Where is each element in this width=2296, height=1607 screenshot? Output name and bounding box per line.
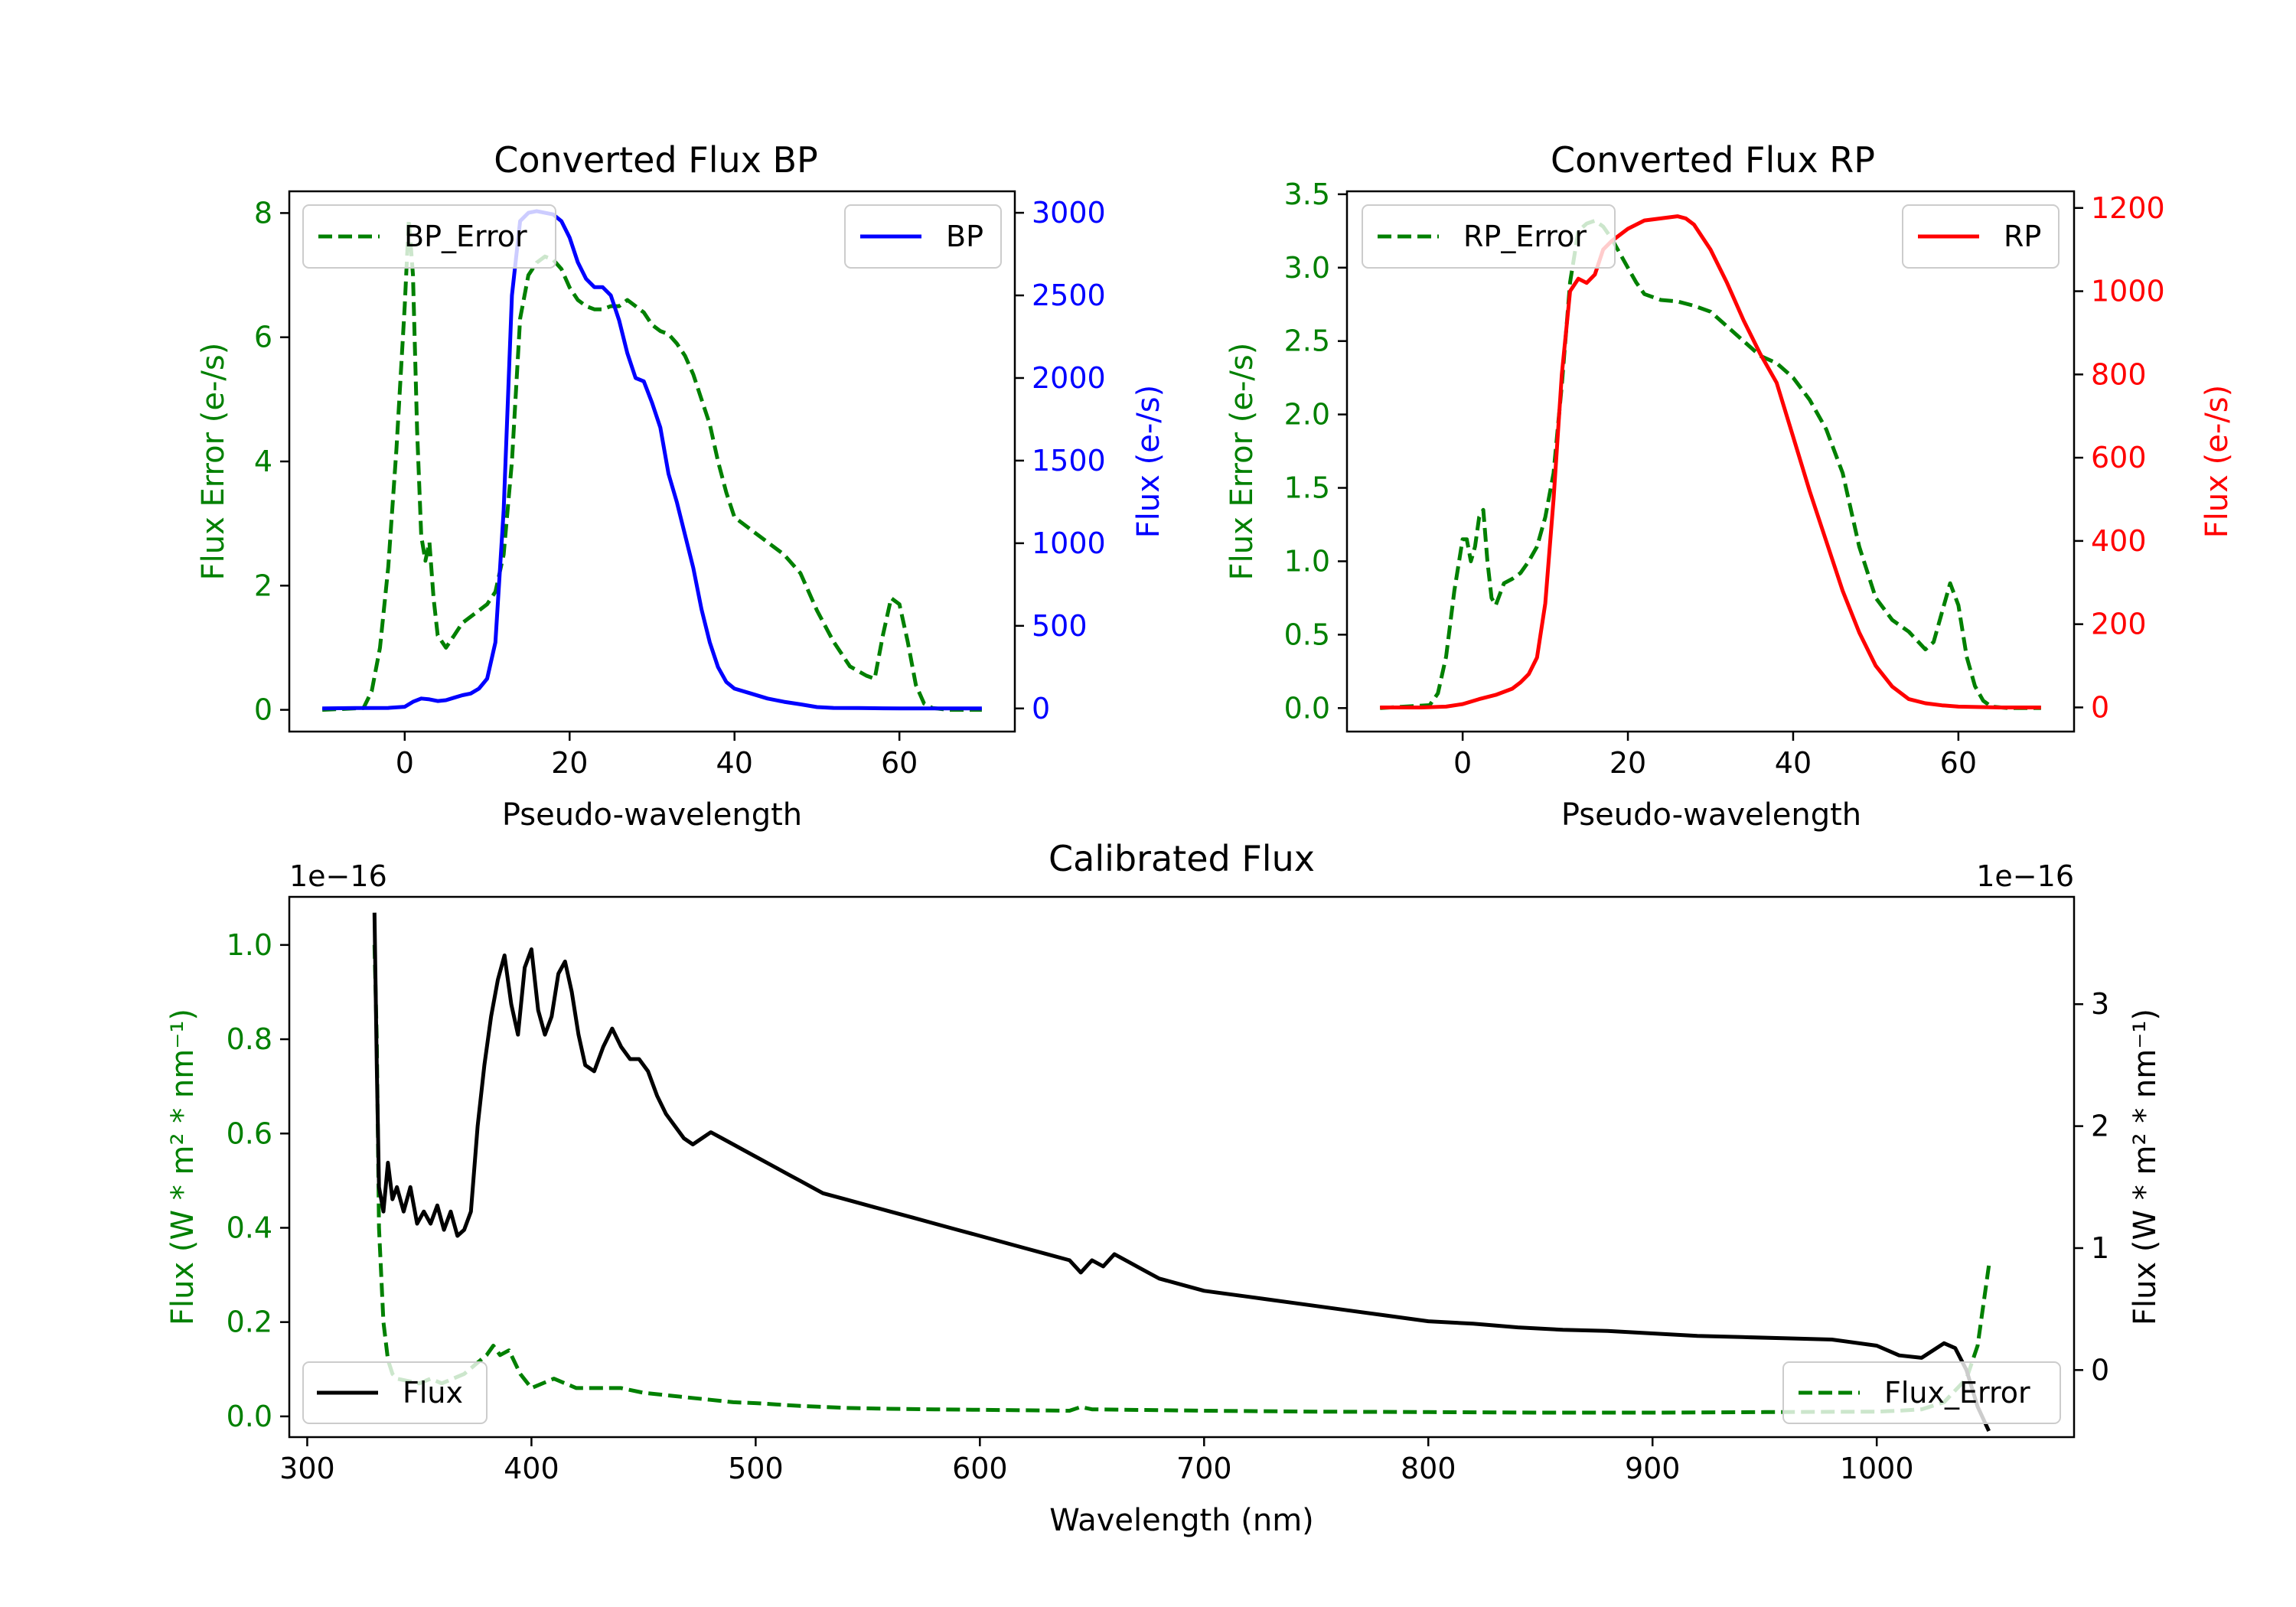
calibrated-ytick-left-label: 0.2 xyxy=(227,1305,272,1339)
rp-ylabel-left: Flux Error (e-/s) xyxy=(1225,343,1260,581)
calibrated-ylabel-left: Flux (W * m² * nm⁻¹) xyxy=(165,1009,201,1325)
calibrated-ytick-right-label: 0 xyxy=(2091,1353,2109,1387)
calibrated-ytick-left-label: 0.6 xyxy=(227,1116,272,1150)
bp-ylabel-left: Flux Error (e-/s) xyxy=(196,343,231,581)
calibrated-xtick-label: 500 xyxy=(728,1452,784,1485)
bp-ylabel-right: Flux (e-/s) xyxy=(1131,385,1166,538)
rp-ytick-left-label: 0.5 xyxy=(1284,618,1330,651)
rp-ytick-left-label: 1.0 xyxy=(1284,544,1330,578)
calibrated-xtick-label: 1000 xyxy=(1840,1452,1914,1485)
calibrated-xtick-label: 800 xyxy=(1401,1452,1456,1485)
bp-legend-right: BP xyxy=(844,204,1002,269)
bp-ytick-right-label: 0 xyxy=(1032,692,1050,725)
rp-panel: Converted Flux RP 0 20 40 60 0.0 0.5 1.0 1.5 2.0… xyxy=(1225,139,2235,833)
bp-title: Converted Flux BP xyxy=(494,139,818,181)
rp-title: Converted Flux RP xyxy=(1551,139,1875,181)
rp-legend-right: RP xyxy=(1902,204,2060,269)
bp-legend-left-label: BP_Error xyxy=(404,220,527,253)
rp-ytick-left-label: 2.0 xyxy=(1284,398,1330,432)
bp-xtick-label: 0 xyxy=(396,746,414,780)
bp-axes-frame xyxy=(288,190,1016,733)
calibrated-flux-line xyxy=(372,912,1991,1433)
calibrated-xtick-label: 700 xyxy=(1176,1452,1232,1485)
rp-ylabel-right: Flux (e-/s) xyxy=(2200,385,2235,538)
rp-flux-line xyxy=(1380,214,2041,709)
bp-ytick-left-label: 8 xyxy=(254,196,272,230)
bp-panel: Converted Flux BP 0 20 40 60 0 2 4 6 8 0 500 1000 15… xyxy=(196,139,1166,833)
rp-legend-right-label: RP xyxy=(2004,220,2041,253)
calibrated-ytick-right-label: 3 xyxy=(2091,987,2109,1021)
calibrated-xtick-label: 400 xyxy=(504,1452,559,1485)
bp-flux-line xyxy=(322,209,982,711)
bp-ytick-right-label: 500 xyxy=(1032,609,1088,643)
bp-xtick-label: 20 xyxy=(551,746,588,780)
calibrated-ytick-left-label: 0.0 xyxy=(227,1400,272,1433)
calibrated-ytick-left-label: 0.8 xyxy=(227,1022,272,1056)
bp-ytick-right-label: 2000 xyxy=(1032,361,1106,395)
calibrated-flux-error-line xyxy=(372,944,1991,1415)
calibrated-ytick-right-label: 1 xyxy=(2091,1231,2109,1265)
calibrated-offset-right: 1e−16 xyxy=(1976,859,2074,893)
calibrated-axes-frame xyxy=(288,895,2076,1439)
rp-xtick-label: 20 xyxy=(1609,746,1646,780)
calibrated-panel: Calibrated Flux 1e−16 1e−16 300 400 500 600… xyxy=(165,838,2163,1538)
rp-legend-left-label: RP_Error xyxy=(1463,220,1587,253)
calibrated-xlabel: Wavelength (nm) xyxy=(1049,1503,1314,1538)
rp-xtick-label: 60 xyxy=(1940,746,1977,780)
rp-ytick-right-label: 400 xyxy=(2091,524,2147,558)
calibrated-xtick-label: 900 xyxy=(1625,1452,1681,1485)
calibrated-legend-right: Flux_Error xyxy=(1782,1361,2061,1424)
calibrated-ytick-right-label: 2 xyxy=(2091,1110,2109,1143)
rp-ytick-left-label: 0.0 xyxy=(1284,691,1330,725)
bp-ytick-left-label: 2 xyxy=(254,569,272,602)
rp-ytick-left-label: 2.5 xyxy=(1284,324,1330,358)
bp-ytick-left-label: 6 xyxy=(254,321,272,354)
bp-plot-area: 0 20 40 60 0 2 4 6 8 0 500 1000 1500 2000 2500 3000 xyxy=(254,196,1106,780)
rp-plot-area: 0 20 40 60 0.0 0.5 1.0 1.5 2.0 2.5 3.0 3.5 0 200 400 60… xyxy=(1284,178,2165,780)
rp-xtick-label: 0 xyxy=(1453,746,1472,780)
bp-legend-right-label: BP xyxy=(946,220,983,253)
bp-xlabel: Pseudo-wavelength xyxy=(502,797,802,833)
calibrated-title: Calibrated Flux xyxy=(1049,838,1315,879)
bp-ytick-right-label: 2500 xyxy=(1032,279,1106,312)
calibrated-ytick-left-label: 1.0 xyxy=(227,928,272,962)
rp-ytick-left-label: 3.0 xyxy=(1284,251,1330,285)
rp-ytick-left-label: 3.5 xyxy=(1284,178,1330,211)
bp-xtick-label: 60 xyxy=(881,746,918,780)
rp-ytick-right-label: 0 xyxy=(2091,690,2109,724)
calibrated-legend-left: Flux xyxy=(302,1361,488,1424)
bp-ytick-right-label: 1500 xyxy=(1032,444,1106,478)
rp-ytick-right-label: 200 xyxy=(2091,608,2147,641)
rp-xtick-label: 40 xyxy=(1775,746,1812,780)
bp-legend-left: BP_Error xyxy=(302,204,556,269)
rp-error-line xyxy=(1380,218,2041,710)
rp-legend-left: RP_Error xyxy=(1362,204,1616,269)
calibrated-ylabel-right: Flux (W * m² * nm⁻¹) xyxy=(2128,1009,2163,1325)
bp-ytick-right-label: 1000 xyxy=(1032,526,1106,560)
bp-ytick-left-label: 0 xyxy=(254,693,272,727)
bp-ytick-left-label: 4 xyxy=(254,445,272,478)
rp-ytick-right-label: 1200 xyxy=(2091,191,2165,225)
calibrated-xtick-label: 300 xyxy=(279,1452,335,1485)
bp-xtick-label: 40 xyxy=(716,746,753,780)
rp-ytick-right-label: 1000 xyxy=(2091,275,2165,308)
bp-error-line xyxy=(321,217,982,712)
bp-ytick-right-label: 3000 xyxy=(1032,196,1106,230)
calibrated-legend-left-label: Flux xyxy=(403,1376,463,1410)
rp-ytick-right-label: 800 xyxy=(2091,357,2147,391)
rp-ytick-left-label: 1.5 xyxy=(1284,471,1330,505)
calibrated-legend-right-label: Flux_Error xyxy=(1884,1376,2030,1410)
calibrated-ytick-left-label: 0.4 xyxy=(227,1211,272,1244)
rp-ytick-right-label: 600 xyxy=(2091,441,2147,474)
rp-xlabel: Pseudo-wavelength xyxy=(1561,797,1861,833)
calibrated-offset-left: 1e−16 xyxy=(289,859,387,893)
rp-axes-frame xyxy=(1345,190,2076,733)
calibrated-xtick-label: 600 xyxy=(952,1452,1008,1485)
